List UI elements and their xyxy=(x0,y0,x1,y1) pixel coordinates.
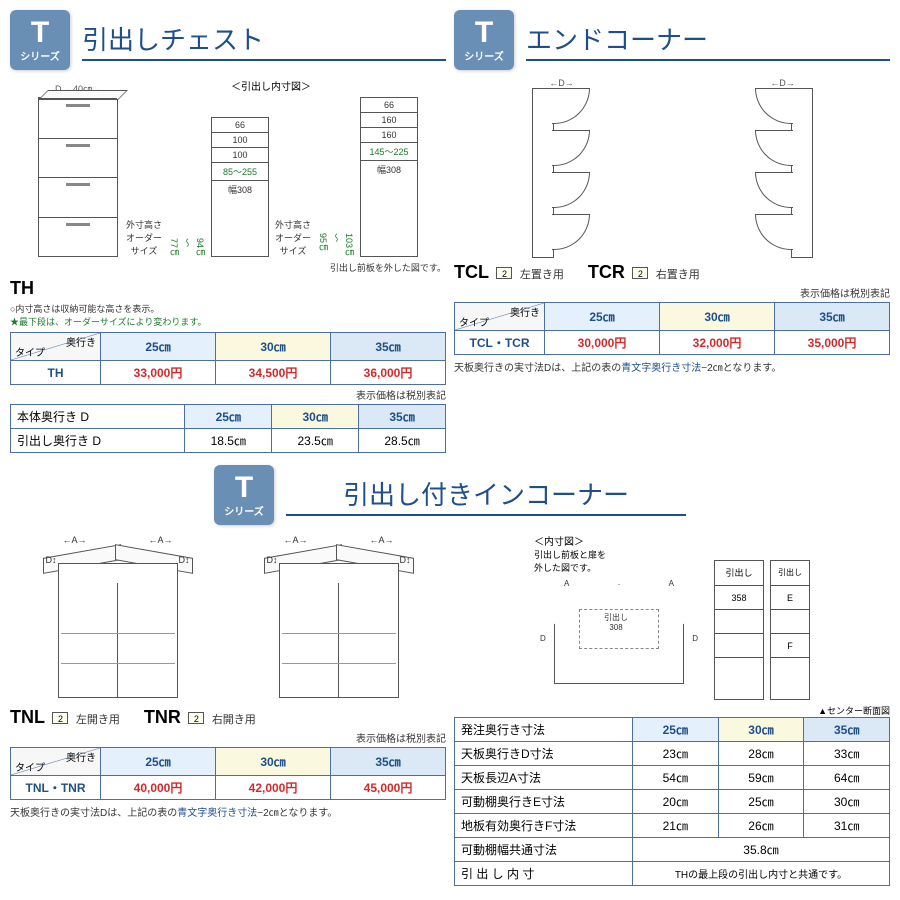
tcl-price-table: 奥行きタイプ 25㎝ 30㎝ 35㎝ TCL・TCR 30,000円 32,00… xyxy=(454,302,890,355)
section-end-corner: T シリーズ エンドコーナー ←D→ ←D→ xyxy=(454,10,890,453)
inner-dim-sub: 引出し前板と扉を 外した図です。 xyxy=(534,548,704,574)
series-badge-3: T シリーズ xyxy=(214,465,274,525)
chest-diagram xyxy=(38,97,118,257)
badge-2-tcr: 2 xyxy=(632,267,648,279)
inner-dim-title: ＜引出し内寸図＞ xyxy=(231,78,311,93)
series-sub: シリーズ xyxy=(20,48,60,63)
th-diagrams: D ←40㎝→ ＜引出し内寸図＞ 外寸高さ オーダー サイズ 94㎝ 〜 77㎝ xyxy=(10,78,446,257)
drawer-depth-label: 引出し奥行き D xyxy=(17,434,101,448)
center-section-side: 引出し E F xyxy=(770,560,810,700)
section-title-2: エンドコーナー xyxy=(526,20,890,61)
tax-note-3: 表示価格は税別表記 xyxy=(10,730,446,745)
tcl-sub: 左置き用 xyxy=(520,269,564,281)
note-bottom-drawer: ★最下段は、オーダーサイズにより変わります。 xyxy=(10,317,206,327)
inner-dim-title-2: ＜内寸図＞ xyxy=(534,533,704,548)
badge-2-tcl: 2 xyxy=(496,267,512,279)
th-price-table: 奥行きタイプ 25㎝ 30㎝ 35㎝ TH 33,000円 34,500円 36… xyxy=(10,332,446,385)
tnl-price-table: 奥行きタイプ 25㎝ 30㎝ 35㎝ TNL・TNR 40,000円 42,00… xyxy=(10,747,446,800)
incorner-spec-table: 発注奥行き寸法 25㎝ 30㎝ 35㎝ 天板奥行きD寸法 23㎝ 28㎝ 33㎝… xyxy=(454,717,890,886)
model-tnr: TNR xyxy=(144,707,181,727)
schema-right: 66 160 160 145〜225 幅308 xyxy=(360,97,418,257)
corner-shelf-left xyxy=(532,88,592,258)
tnl-sub: 左開き用 xyxy=(76,714,120,726)
center-section-front: 引出し 358 xyxy=(714,560,764,700)
model-th: TH xyxy=(10,278,446,299)
body-depth-label: 本体奥行き D xyxy=(17,410,89,424)
top-view-diagram: 引出し 308 A A D D xyxy=(534,574,704,694)
model-tnl: TNL xyxy=(10,707,45,727)
series-badge-2: T シリーズ xyxy=(454,10,514,70)
section-in-corner: T シリーズ 引出し付きインコーナー ←A→ ←A→ D↕ xyxy=(10,465,890,886)
section-drawer-chest: T シリーズ 引出しチェスト D ←40㎝→ xyxy=(10,10,446,453)
incorner-right-diagram: ←A→ ←A→ D↕ D↕ xyxy=(264,533,414,703)
tax-note-1: 表示価格は税別表記 xyxy=(10,387,446,402)
height-order-label: 外寸高さ オーダー サイズ xyxy=(126,218,162,257)
schema-left: 66 100 100 85〜255 幅308 xyxy=(211,117,269,257)
incorner-left-diagram: ←A→ ←A→ D↕ D↕ xyxy=(43,533,193,703)
height-order-label-2: 外寸高さ オーダー サイズ xyxy=(275,218,311,257)
tax-note-2: 表示価格は税別表記 xyxy=(454,285,890,300)
tcr-sub: 右置き用 xyxy=(656,269,700,281)
corner-shelf-right xyxy=(753,88,813,258)
height-range-right: 103㎝ 〜 95㎝ xyxy=(317,233,356,257)
center-section-caption: ▲センター断面図 xyxy=(454,704,890,717)
model-tcr: TCR xyxy=(588,262,625,282)
section-title-3: 引出し付きインコーナー xyxy=(286,475,686,516)
foot-note-3: 天板奥行きの実寸法Dは、上記の表の青文字奥行き寸法−2㎝となります。 xyxy=(10,804,446,819)
height-range-left: 94㎝ 〜 77㎝ xyxy=(168,238,207,257)
badge-2-tnl: 2 xyxy=(52,712,68,724)
th-depth-table: 本体奥行き D 25㎝ 30㎝ 35㎝ 引出し奥行き D 18.5㎝ 23.5㎝… xyxy=(10,404,446,453)
series-badge: T シリーズ xyxy=(10,10,70,70)
tnr-sub: 右開き用 xyxy=(212,714,256,726)
section-title: 引出しチェスト xyxy=(82,20,446,61)
diagram-note: 引出し前板を外した図です。 xyxy=(10,261,446,274)
series-letter: T xyxy=(31,18,49,48)
model-tcl: TCL xyxy=(454,262,489,282)
note-inner-height: ○内寸高さは収納可能な高さを表示。 xyxy=(10,304,159,314)
foot-note-2: 天板奥行きの実寸法Dは、上記の表の青文字奥行き寸法−2㎝となります。 xyxy=(454,359,890,374)
badge-2-tnr: 2 xyxy=(188,712,204,724)
